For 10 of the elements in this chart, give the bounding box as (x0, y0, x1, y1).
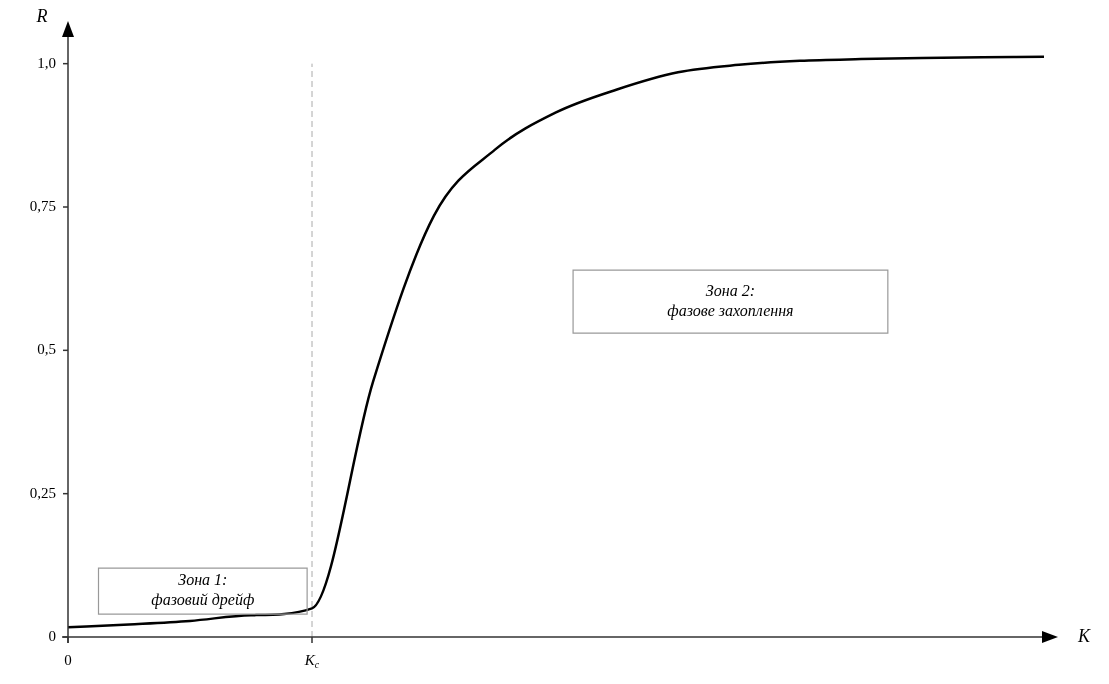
y-tick-label: 0,25 (29, 484, 56, 501)
y-tick-label: 0,5 (37, 341, 56, 358)
y-tick-label: 0 (48, 627, 56, 644)
y-tick-label: 0,75 (29, 197, 56, 214)
annotation: Зона 1: фазовий дрейф (151, 571, 255, 610)
x-axis-title: K (1077, 625, 1091, 646)
line-series (66, 55, 1046, 629)
y-axis-title: R (35, 5, 48, 26)
annotation: Зона 2: фазове захоплення (667, 281, 794, 320)
y-tick-label: 1,0 (37, 54, 56, 71)
